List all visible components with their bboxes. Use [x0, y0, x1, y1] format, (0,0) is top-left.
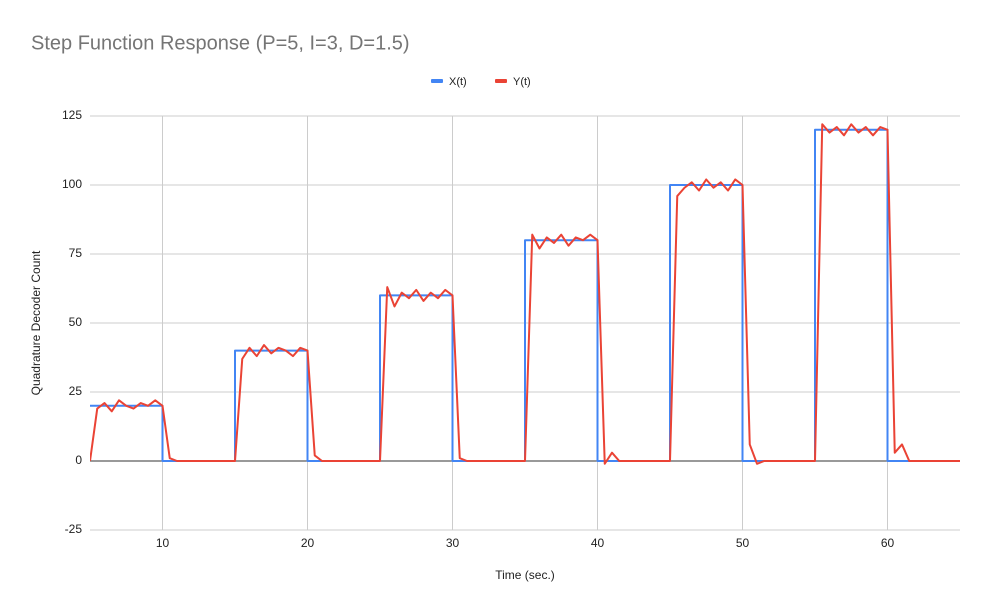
series-line	[90, 123, 960, 465]
y-axis-label: Quadrature Decoder Count	[29, 250, 43, 395]
y-tick-label: 0	[75, 453, 82, 467]
y-tick-label: 100	[62, 177, 82, 191]
legend-label: Y(t)	[513, 76, 531, 88]
y-tick-label: 50	[69, 315, 83, 329]
x-tick-label: 40	[591, 536, 605, 550]
series-line	[90, 128, 960, 462]
y-tick-label: 25	[69, 384, 83, 398]
y-tick-label: -25	[65, 522, 83, 536]
x-tick-label: 20	[301, 536, 315, 550]
x-axis-label: Time (sec.)	[495, 568, 555, 582]
x-tick-label: 50	[736, 536, 750, 550]
chart-title: Step Function Response (P=5, I=3, D=1.5)	[31, 32, 410, 54]
y-tick-label: 125	[62, 108, 82, 122]
legend: X(t) Y(t)	[431, 76, 531, 88]
legend-swatch	[431, 79, 443, 83]
legend-swatch	[495, 79, 507, 83]
x-tick-label: 10	[156, 536, 170, 550]
legend-label: X(t)	[449, 76, 467, 88]
plot-area	[90, 123, 960, 465]
x-tick-label: 60	[881, 536, 895, 550]
y-tick-label: 75	[69, 246, 83, 260]
x-tick-label: 30	[446, 536, 460, 550]
